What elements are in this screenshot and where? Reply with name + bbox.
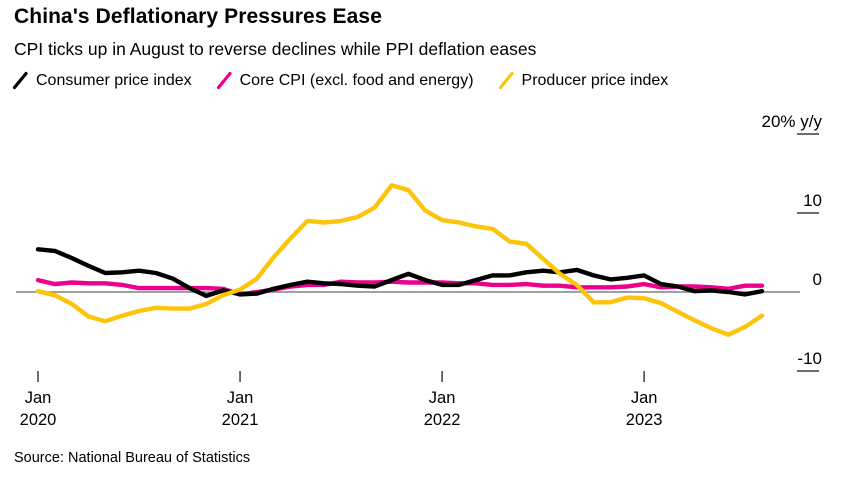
source-note: Source: National Bureau of Statistics: [14, 450, 251, 466]
x-axis-label-month-2020: Jan: [25, 389, 52, 407]
cpi-line: [35, 247, 765, 299]
ppi-line: [35, 183, 765, 337]
y-axis-label-10: 10: [803, 191, 822, 210]
core-cpi-slash-icon: [216, 71, 232, 90]
x-axis-label-month-2023: Jan: [631, 389, 658, 407]
x-axis-label-month-2022: Jan: [429, 389, 456, 407]
legend-label-cpi: Consumer price index: [36, 71, 192, 89]
legend-label-core-cpi: Core CPI (excl. food and energy): [239, 71, 474, 89]
x-axis-label-year-2022: 2022: [424, 411, 461, 429]
x-axis-label-year-2020: 2020: [20, 411, 57, 429]
y-axis-label--10: -10: [797, 349, 822, 368]
y-axis-label-0: 0: [813, 270, 822, 289]
core-cpi-line: [35, 277, 765, 297]
legend-label-ppi: Producer price index: [521, 71, 669, 89]
x-axis-label-year-2023: 2023: [626, 411, 663, 429]
chart-subtitle: CPI ticks up in August to reverse declin…: [14, 39, 537, 59]
legend-item-core-cpi: Core CPI (excl. food and energy): [216, 71, 474, 90]
legend-item-cpi: Consumer price index: [12, 71, 192, 90]
chart-title: China's Deflationary Pressures Ease: [14, 5, 382, 28]
cpi-slash-icon: [12, 71, 28, 90]
chart-legend: Consumer price index Core CPI (excl. foo…: [12, 71, 668, 90]
legend-item-ppi: Producer price index: [498, 71, 669, 90]
x-axis-label-year-2021: 2021: [222, 411, 259, 429]
x-axis-label-month-2021: Jan: [227, 389, 254, 407]
y-axis-label-20: 20% y/y: [762, 112, 823, 131]
ppi-slash-icon: [498, 71, 514, 90]
